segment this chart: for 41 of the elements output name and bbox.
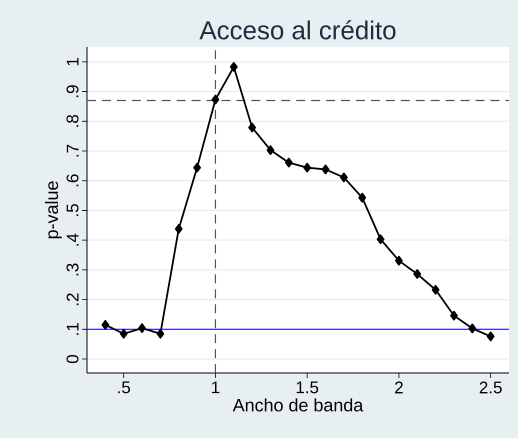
y-tick-label: 1 bbox=[66, 58, 78, 66]
point bbox=[138, 323, 146, 334]
point bbox=[284, 158, 293, 168]
y-tick-label: .2 bbox=[66, 293, 78, 306]
x-tick-label: 1 bbox=[212, 382, 220, 394]
point bbox=[101, 320, 110, 330]
point bbox=[266, 145, 274, 155]
point bbox=[486, 332, 495, 342]
y-tick-label: .7 bbox=[66, 144, 78, 157]
point bbox=[120, 328, 128, 339]
point bbox=[174, 224, 183, 234]
point bbox=[395, 256, 403, 266]
x-tick-label: 2 bbox=[395, 382, 403, 394]
point bbox=[413, 269, 422, 279]
point bbox=[230, 62, 238, 72]
point bbox=[432, 284, 440, 295]
x-tick-label: 1.5 bbox=[296, 382, 318, 394]
point bbox=[358, 192, 366, 203]
chart-title: Acceso al crédito bbox=[199, 20, 396, 40]
y-tick-label: .5 bbox=[66, 204, 79, 216]
point bbox=[248, 122, 256, 132]
point bbox=[303, 162, 312, 173]
point bbox=[468, 324, 476, 334]
y-tick-label: .8 bbox=[66, 114, 79, 127]
point bbox=[156, 328, 164, 339]
y-tick-label: .1 bbox=[66, 323, 78, 335]
point bbox=[212, 94, 220, 104]
y-tick-label: .9 bbox=[66, 85, 79, 98]
x-axis-title: Ancho de banda bbox=[232, 398, 364, 412]
point bbox=[340, 172, 348, 182]
point bbox=[193, 162, 201, 173]
y-tick-label: .4 bbox=[66, 234, 78, 246]
point bbox=[376, 234, 384, 244]
x-tick-label: .5 bbox=[118, 382, 130, 394]
y-axis-title: p-value bbox=[44, 181, 62, 238]
y-tick-label: 0 bbox=[66, 354, 79, 364]
x-tick-label: 2.5 bbox=[480, 382, 502, 394]
y-tick-label: .6 bbox=[66, 174, 79, 186]
y-tick-label: .3 bbox=[66, 264, 79, 276]
point bbox=[322, 164, 330, 174]
point bbox=[450, 310, 458, 321]
